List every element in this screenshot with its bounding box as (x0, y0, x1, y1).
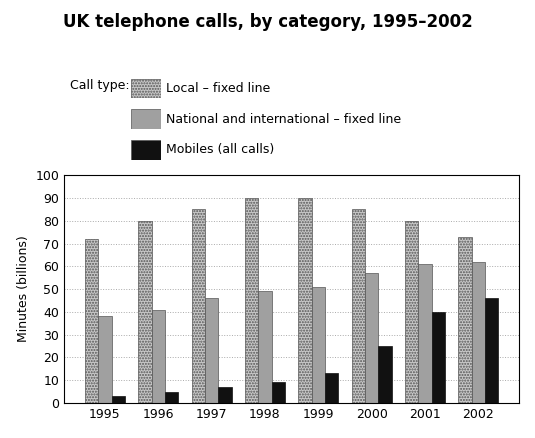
Bar (138, 221, 151, 403)
Bar (458, 237, 472, 403)
Bar (151, 310, 165, 403)
Bar (472, 262, 485, 403)
Bar (311, 287, 325, 403)
Bar (432, 312, 445, 403)
Bar (192, 209, 205, 403)
Y-axis label: Minutes (billions): Minutes (billions) (17, 236, 30, 343)
Text: Call type:: Call type: (70, 79, 129, 92)
Text: National and international – fixed line: National and international – fixed line (166, 113, 401, 126)
Bar (85, 239, 98, 403)
Bar (258, 291, 272, 403)
Bar (111, 396, 125, 403)
Text: UK telephone calls, by category, 1995–2002: UK telephone calls, by category, 1995–20… (63, 13, 472, 31)
Bar (405, 221, 418, 403)
Bar (485, 298, 498, 403)
Bar (245, 198, 258, 403)
Bar (378, 346, 392, 403)
Bar (272, 382, 285, 403)
Bar (98, 316, 111, 403)
Bar (298, 198, 311, 403)
Bar (218, 387, 232, 403)
Bar (165, 392, 178, 403)
Bar (351, 209, 365, 403)
Bar (205, 298, 218, 403)
Bar (418, 264, 432, 403)
Bar (365, 273, 378, 403)
Bar (325, 373, 338, 403)
Text: Local – fixed line: Local – fixed line (166, 82, 270, 95)
Text: Mobiles (all calls): Mobiles (all calls) (166, 143, 274, 156)
